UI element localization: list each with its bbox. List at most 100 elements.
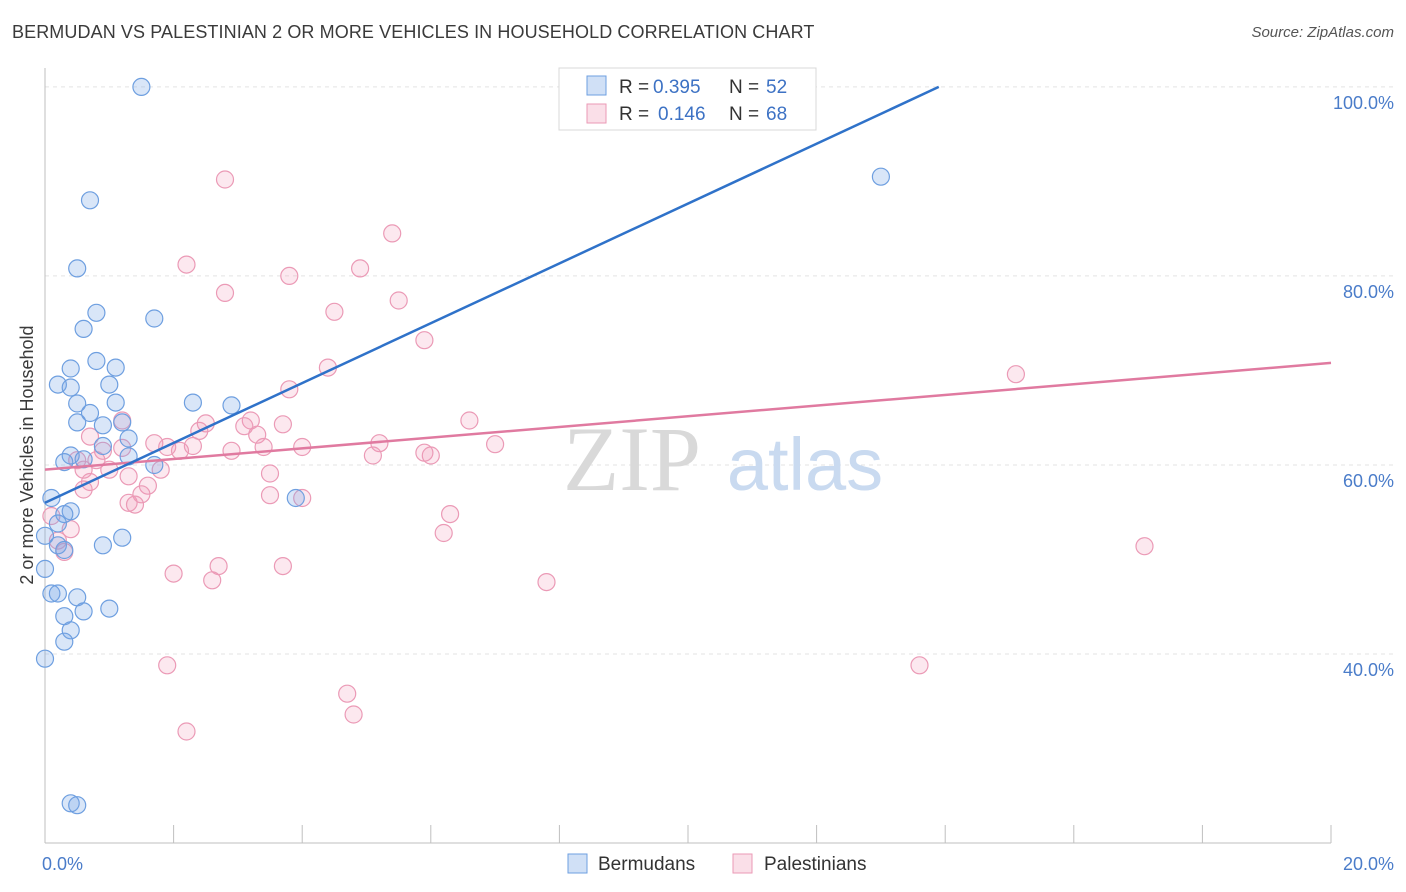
palestinians-point <box>363 446 382 465</box>
bermudans-point <box>68 259 87 278</box>
palestinians-point <box>119 493 138 512</box>
palestinians-point <box>222 441 241 460</box>
bermudans-point <box>286 488 305 508</box>
palestinians-point <box>215 170 235 189</box>
palestinians-point <box>132 485 151 504</box>
palestinians-point <box>1006 365 1026 384</box>
bermudans-point <box>48 514 68 533</box>
palestinians-point <box>273 556 292 576</box>
watermark-zip: ZIP <box>563 408 701 510</box>
palestinians-trend-line <box>44 361 1332 471</box>
bermudans-point <box>48 584 68 603</box>
palestinians-point <box>164 564 183 583</box>
palestinians-point <box>125 495 145 514</box>
palestinians-point <box>415 443 434 462</box>
axes <box>44 68 1332 844</box>
bermudans-point <box>93 416 113 435</box>
palestinians-point <box>177 255 196 274</box>
palestinians-point <box>293 488 312 508</box>
legend-r-label-2: R = <box>619 104 649 125</box>
bermudans-point <box>55 540 74 560</box>
palestinians-point <box>203 571 222 590</box>
bermudans-point <box>68 394 87 413</box>
bermudans-point <box>113 528 132 547</box>
legend: R = 0.395 N = 52 R = 0.146 N = 68 <box>558 67 817 131</box>
palestinians-point <box>460 411 479 430</box>
bermudans-point <box>55 453 74 472</box>
bermudans-point <box>80 191 100 210</box>
palestinians-point <box>280 266 299 285</box>
bermudans-point <box>61 378 80 397</box>
palestinians-point <box>260 464 280 483</box>
y-tick-labels: 40.0% 60.0% 80.0% 100.0% <box>1333 93 1394 680</box>
bermudans-point <box>61 621 80 640</box>
legend-swatch-palestinians <box>586 103 607 124</box>
legend-r-value-1: 0.395 <box>653 77 701 98</box>
bermudans-point <box>145 309 164 328</box>
legend-n-label-1: N = <box>729 77 759 98</box>
bermudans-point <box>61 794 80 813</box>
bermudans-point <box>113 413 132 432</box>
legend-swatch-bermudans <box>586 75 607 96</box>
bermudans-point <box>222 396 241 415</box>
legend-n-value-1: 52 <box>766 77 787 98</box>
palestinians-point <box>235 417 254 436</box>
bermudans-point <box>74 319 93 338</box>
palestinians-point <box>434 523 453 543</box>
palestinians-point <box>177 722 196 741</box>
legend-r-value-2: 0.146 <box>658 104 706 125</box>
palestinians-point <box>537 572 556 592</box>
bottom-legend: Bermudans Palestinians <box>567 853 866 875</box>
palestinians-point <box>383 224 402 243</box>
legend-n-label-2: N = <box>729 104 759 125</box>
palestinians-point <box>260 486 280 505</box>
palestinians-point <box>351 259 370 278</box>
y-tick-label: 60.0% <box>1343 471 1394 491</box>
bermudans-point <box>100 375 119 394</box>
bermudans-point <box>106 393 125 412</box>
bermudans-point <box>93 436 113 456</box>
bermudans-points <box>35 77 891 815</box>
legend-box <box>558 67 817 131</box>
palestinians-point <box>441 504 460 524</box>
bermudans-point <box>42 584 61 603</box>
chart-title: BERMUDAN VS PALESTINIAN 2 OR MORE VEHICL… <box>12 22 815 42</box>
bermudans-point <box>183 393 202 412</box>
palestinians-point <box>486 435 505 454</box>
x-tick-label: 20.0% <box>1343 854 1394 874</box>
bermudans-point <box>119 429 138 448</box>
bermudans-point <box>871 167 891 186</box>
palestinians-point <box>158 656 177 675</box>
bermudans-point <box>87 351 106 371</box>
palestinians-point <box>415 331 434 350</box>
palestinians-point <box>93 441 113 460</box>
bermudans-point <box>106 358 125 377</box>
legend-r-label-1: R = <box>619 77 649 98</box>
bermudans-trend-line <box>44 85 940 504</box>
legend-n-value-2: 68 <box>766 104 787 125</box>
bermudans-point <box>68 413 87 432</box>
y-axis-label: 2 or more Vehicles in Household <box>17 325 37 584</box>
palestinians-point <box>119 467 138 486</box>
palestinians-point <box>273 415 292 434</box>
trend-lines <box>44 85 1332 504</box>
bermudans-point <box>93 536 113 555</box>
bottom-legend-bermudans: Bermudans <box>598 854 695 875</box>
bermudans-point <box>74 450 93 469</box>
palestinians-point <box>338 684 357 703</box>
bottom-legend-swatch-palestinians <box>732 853 753 874</box>
bermudans-point <box>61 359 80 378</box>
bermudans-point <box>55 504 74 524</box>
y-tick-label: 80.0% <box>1343 282 1394 302</box>
bermudans-point <box>35 526 55 545</box>
palestinians-point <box>389 291 408 310</box>
bermudans-point <box>74 602 93 621</box>
bottom-legend-swatch-bermudans <box>567 853 588 874</box>
bermudans-point <box>100 599 119 618</box>
palestinians-point <box>215 283 235 302</box>
y-tick-label: 100.0% <box>1333 93 1394 113</box>
x-tick-labels: 0.0% 20.0% <box>42 854 1394 874</box>
palestinians-point <box>910 656 929 675</box>
bermudans-point <box>35 649 55 668</box>
bottom-legend-palestinians: Palestinians <box>764 854 866 875</box>
